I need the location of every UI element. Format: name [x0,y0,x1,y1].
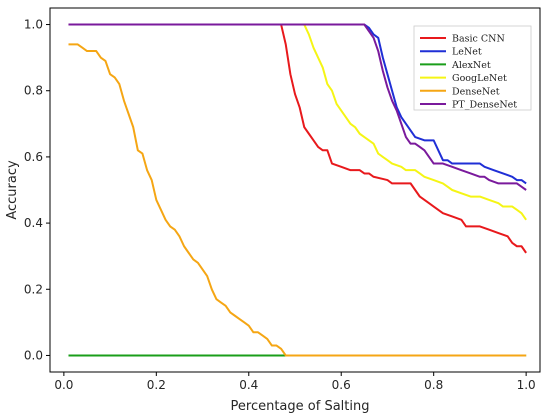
series-line-lenet [68,23,527,185]
legend-box [413,25,532,111]
legend-label-pt-densenet: PT_DenseNet [452,100,517,111]
y-tick-label: 0.4 [24,216,43,230]
x-tick-label: 0.2 [147,378,166,392]
y-tick-label: 0.0 [24,348,43,362]
plot-frame [49,7,541,373]
y-tick-label: 0.8 [24,84,43,98]
legend: Basic CNN LeNet AlexNet GoogLeNet DenseNet PT… [413,25,532,111]
x-tick-label: 0.8 [424,378,443,392]
x-tick-label: 0.4 [239,378,258,392]
legend-label-alexnet: AlexNet [451,60,491,71]
x-axis-label: Percentage of Salting [231,399,370,414]
x-tick-label: 1.0 [517,378,536,392]
series-line-basic-cnn [68,23,527,254]
plot-lines [68,23,527,357]
y-tick-label: 0.6 [24,150,43,164]
series-line-densenet [68,43,527,357]
series-line-pt-densenet [68,23,527,191]
series-line-googlenet [303,24,527,221]
legend-label-lenet: LeNet [452,47,482,58]
legend-label-densenet: DenseNet [452,86,500,97]
y-tick-label: 1.0 [24,18,43,32]
legend-label-googlenet: GoogLeNet [452,73,507,84]
y-axis-ticks: 0.0 0.2 0.4 0.6 0.8 1.0 [24,18,50,362]
legend-label-basic-cnn: Basic CNN [452,34,505,45]
y-tick-label: 0.2 [24,282,43,296]
x-tick-label: 0.0 [54,378,73,392]
x-tick-label: 0.6 [332,378,351,392]
x-axis-ticks: 0.0 0.2 0.4 0.6 0.8 1.0 [54,372,536,392]
y-axis-label: Accuracy [5,160,20,220]
